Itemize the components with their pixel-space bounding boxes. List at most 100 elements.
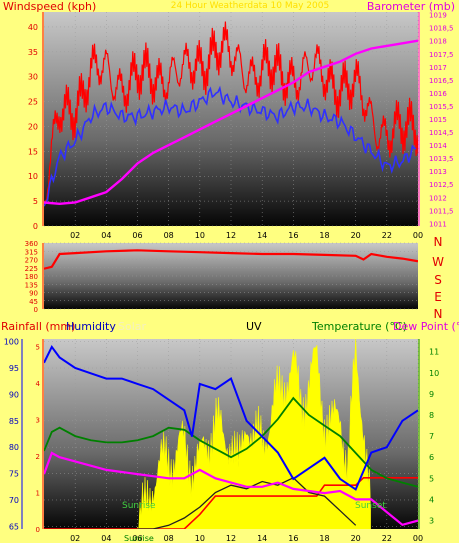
y-left-tick-label: 40: [28, 23, 38, 32]
temperature-tick-label: 4: [429, 495, 434, 504]
y-tick-label: 270: [25, 257, 38, 265]
y-right-tick-label: 1015,5: [429, 103, 454, 111]
series-barometer: [44, 39, 418, 206]
x-tick-label: 08: [164, 534, 174, 543]
x-tick-label: 22: [382, 534, 392, 543]
y-tick-label: 315: [25, 248, 38, 256]
x-tick-label: 08: [164, 231, 174, 240]
rainfall-label: Rainfall (mm): [1, 320, 75, 333]
y-right-tick-label: 1014,5: [429, 129, 454, 137]
x-tick-label: 18: [319, 231, 329, 240]
temperature-tick-label: 11: [429, 348, 439, 357]
y-tick-label: 360: [25, 240, 38, 248]
y-left-tick-label: 20: [28, 122, 38, 131]
y-left-tick-label: 30: [28, 73, 38, 82]
x-tick-label: 20: [351, 534, 361, 543]
y-tick-label: 135: [25, 281, 38, 289]
dewpoint-label: Dew Point (°C: [393, 320, 459, 333]
humidity-tick-label: 65: [9, 522, 19, 531]
humidity-temp-chart: Rainfall (mm) Humidity Solar UV Temperat…: [1, 320, 459, 543]
axis-ticks: 051015202530354010111011,510121012,51013…: [28, 12, 454, 240]
y-tick-label: 90: [29, 290, 38, 298]
x-tick-label: 06: [132, 231, 142, 240]
rain-tick-label: 0: [36, 526, 40, 534]
x-tick-label: 16: [288, 231, 298, 240]
series-wind-direction: [44, 249, 418, 270]
y-right-tick-label: 1014: [429, 142, 447, 150]
series-layer: [44, 249, 418, 270]
direction-label: N: [434, 307, 443, 321]
y-right-tick-label: 1011: [429, 220, 447, 228]
x-tick-label: 00: [413, 534, 423, 543]
temperature-label: Temperature (°C): [311, 320, 407, 333]
x-tick-label: 14: [257, 534, 267, 543]
y-right-tick-label: 1012: [429, 194, 447, 202]
x-tick-label: 02: [70, 231, 80, 240]
x-tick-label: 14: [257, 231, 267, 240]
humidity-tick-label: 95: [9, 364, 19, 373]
barometer-axis-label: Barometer (mb): [367, 0, 455, 13]
humidity-tick-label: 85: [9, 417, 19, 426]
y-right-tick-label: 1019: [429, 12, 447, 20]
y-left-tick-label: 25: [28, 98, 38, 107]
x-tick-label: 10: [195, 231, 205, 240]
series-layer: [44, 21, 418, 207]
x-tick-label: 00: [413, 231, 423, 240]
direction-label: W: [432, 255, 444, 269]
series-dew-point: [44, 451, 418, 527]
x-tick-label: 20: [351, 231, 361, 240]
solar-label: Solar: [118, 320, 147, 333]
x-tick-label: 04: [101, 534, 111, 543]
y-right-tick-label: 1018,5: [429, 25, 454, 33]
windspeed-axis-label: Windspeed (kph): [3, 0, 96, 13]
humidity-tick-label: 80: [9, 443, 19, 452]
y-right-tick-label: 1017,5: [429, 51, 454, 59]
humidity-tick-label: 70: [9, 496, 19, 505]
rain-tick-label: 3: [36, 416, 40, 424]
y-tick-label: 45: [29, 298, 38, 306]
rain-tick-label: 2: [36, 453, 40, 461]
x-tick-label: 16: [288, 534, 298, 543]
x-tick-label: 02: [70, 534, 80, 543]
x-tick-label: 22: [382, 231, 392, 240]
y-left-tick-label: 5: [33, 197, 38, 206]
x-tick-label: 10: [195, 534, 205, 543]
x-tick-label: 04: [101, 231, 111, 240]
temperature-tick-label: 7: [429, 432, 434, 441]
series-humidity: [44, 344, 418, 491]
x-tick-label: 18: [319, 534, 329, 543]
y-left-tick-label: 35: [28, 48, 38, 57]
direction-label: S: [434, 273, 442, 287]
y-left-tick-label: 0: [33, 222, 38, 231]
series-uv: [137, 477, 357, 529]
series-temperature: [44, 396, 418, 488]
sunset-label: Sunset: [355, 501, 386, 511]
x-tick-label: 06: [132, 534, 142, 543]
temperature-tick-label: 3: [429, 517, 434, 526]
rain-tick-label: 1: [36, 489, 40, 497]
rain-tick-label: 4: [36, 380, 41, 388]
y-left-tick-label: 15: [28, 147, 38, 156]
rain-tick-label: 5: [36, 343, 40, 351]
y-tick-label: 0: [34, 306, 38, 314]
series-wind-gust: [44, 21, 418, 204]
y-right-tick-label: 1015: [429, 116, 447, 124]
direction-label: E: [434, 290, 442, 304]
y-right-tick-label: 1016,5: [429, 77, 454, 85]
temperature-tick-label: 6: [429, 453, 434, 462]
humidity-tick-label: 75: [9, 470, 19, 479]
series-wind-average: [44, 85, 417, 207]
temperature-tick-label: 5: [429, 474, 434, 483]
wind-baro-chart: Windspeed (kph) 24 Hour Weatherdata 10 M…: [3, 0, 455, 240]
temperature-tick-label: 9: [429, 390, 434, 399]
y-right-tick-label: 1013: [429, 168, 447, 176]
temperature-tick-label: 8: [429, 411, 434, 420]
sunrise-label-axis: Sunrise: [124, 534, 154, 543]
humidity-tick-label: 90: [9, 390, 19, 399]
uv-label: UV: [246, 320, 262, 333]
